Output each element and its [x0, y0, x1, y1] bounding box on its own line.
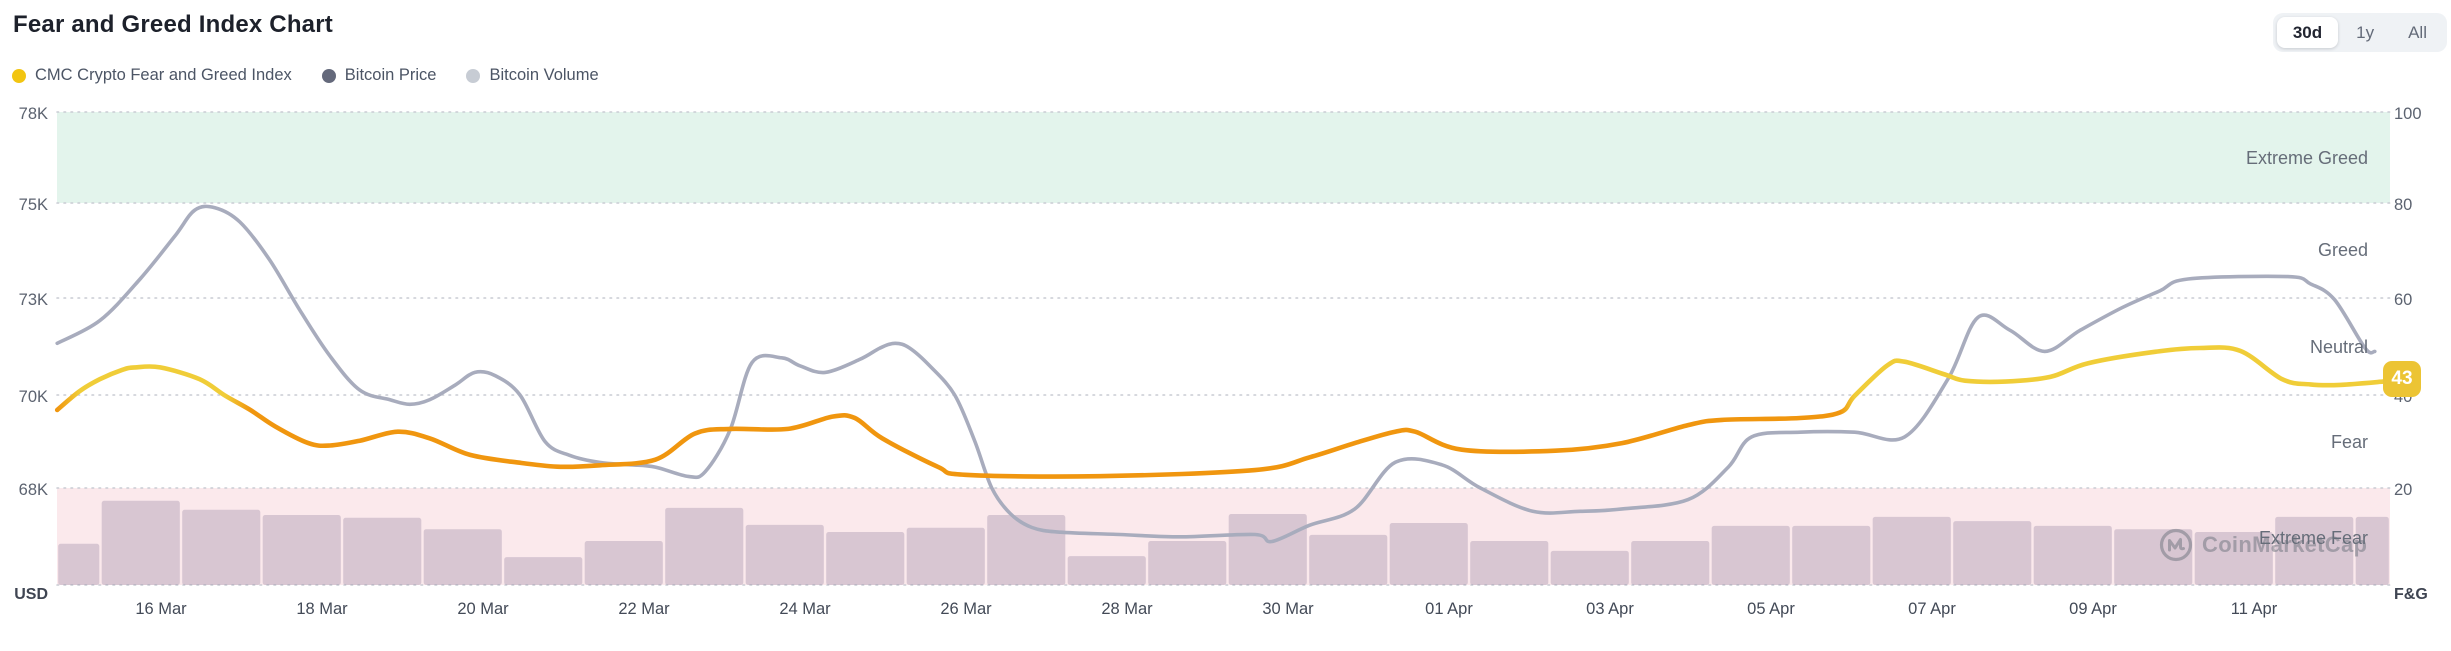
legend-dot-icon: [321, 68, 336, 83]
y-left-tick: 70K: [18, 388, 48, 406]
y-right-axis-unit: F&G: [2394, 586, 2428, 603]
x-tick: 26 Mar: [940, 600, 992, 618]
zone-label-extreme-fear: Extreme Fear: [2258, 528, 2368, 548]
x-tick: 30 Mar: [1262, 600, 1314, 618]
zone-label-neutral: Neutral: [2309, 337, 2368, 357]
y-right-tick: 20: [2394, 481, 2413, 499]
y-right-tick: 80: [2394, 196, 2413, 214]
legend-item-bitcoin-volume[interactable]: Bitcoin Volume: [466, 66, 599, 85]
x-tick: 03 Apr: [1586, 600, 1634, 618]
x-tick: 24 Mar: [779, 600, 831, 618]
x-tick: 01 Apr: [1425, 600, 1473, 618]
x-tick: 20 Mar: [457, 600, 509, 618]
y-right-tick: 100: [2394, 105, 2422, 123]
range-button-all[interactable]: All: [2392, 17, 2443, 48]
y-left-tick: 78K: [18, 105, 48, 123]
range-button-30d[interactable]: 30d: [2276, 17, 2339, 48]
x-tick: 18 Mar: [296, 600, 348, 618]
fear-greed-line: [54, 345, 2386, 479]
x-tick: 05 Apr: [1747, 600, 1795, 618]
y-left-tick: 68K: [18, 481, 48, 499]
bitcoin-volume-bars: [58, 500, 2389, 585]
legend-dot-icon: [12, 68, 26, 83]
watermark-text: CoinMarketCap: [2202, 532, 2368, 557]
y-left-tick: 73K: [18, 291, 48, 309]
x-tick: 16 Mar: [135, 600, 187, 618]
zone-label-fear: Fear: [2330, 432, 2368, 452]
x-tick: 11 Apr: [2230, 600, 2278, 618]
x-tick: 07 Apr: [1908, 600, 1956, 618]
bitcoin-price-line: [55, 204, 2377, 544]
zone-label-greed: Greed: [2317, 240, 2368, 260]
legend-label: Bitcoin Price: [344, 66, 437, 84]
x-tick: 22 Mar: [618, 600, 670, 618]
legend-label: CMC Crypto Fear and Greed Index: [35, 66, 292, 84]
legend-label: Bitcoin Volume: [489, 66, 599, 84]
y-left-axis-unit: USD: [14, 586, 48, 603]
watermark: CoinMarketCap: [2159, 528, 2367, 562]
x-tick: 28 Mar: [1101, 600, 1153, 618]
legend-dot-icon: [466, 68, 481, 83]
chart-legend: CMC Crypto Fear and Greed Index Bitcoin …: [12, 66, 599, 85]
legend-item-fear-greed[interactable]: CMC Crypto Fear and Greed Index: [12, 66, 292, 85]
y-left-tick: 75K: [18, 196, 48, 214]
fear-greed-current-value-badge[interactable]: 43: [2383, 361, 2421, 397]
zone-label-extreme-greed: Extreme Greed: [2245, 148, 2368, 168]
range-switcher: 30d 1y All: [2272, 13, 2447, 52]
coinmarketcap-logo-icon: [2159, 528, 2193, 562]
extreme-greed-band: [57, 112, 2390, 203]
y-right-tick: 60: [2394, 291, 2413, 309]
page-title: Fear and Greed Index Chart: [13, 11, 333, 38]
legend-item-bitcoin-price[interactable]: Bitcoin Price: [321, 66, 437, 85]
range-button-1y[interactable]: 1y: [2340, 17, 2390, 48]
x-tick: 09 Apr: [2069, 600, 2117, 618]
